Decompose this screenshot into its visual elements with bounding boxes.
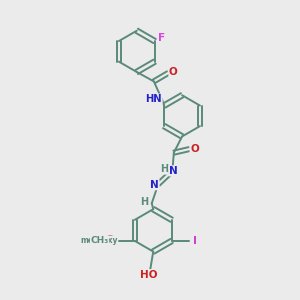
Text: N: N: [169, 166, 178, 176]
Text: HO: HO: [140, 270, 158, 280]
Text: O: O: [169, 67, 178, 77]
Text: H: H: [140, 197, 148, 207]
Text: H: H: [160, 164, 168, 174]
Text: methoxy: methoxy: [100, 240, 107, 241]
Text: N: N: [150, 180, 159, 190]
Text: F: F: [158, 33, 165, 43]
Text: CH₃: CH₃: [90, 236, 109, 245]
Text: methoxy: methoxy: [80, 236, 117, 245]
Text: I: I: [193, 236, 197, 246]
Text: HN: HN: [146, 94, 162, 104]
Text: O: O: [106, 236, 114, 245]
Text: O: O: [190, 143, 199, 154]
